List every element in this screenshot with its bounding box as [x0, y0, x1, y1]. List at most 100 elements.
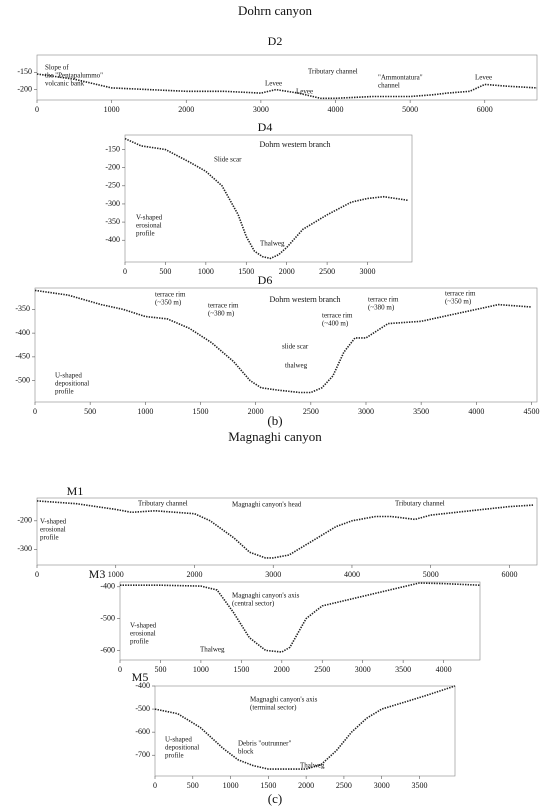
heading: Magnaghi canyon	[228, 429, 322, 444]
x-tick-label: 2500	[336, 781, 352, 790]
profile-line	[34, 289, 532, 394]
x-tick-label: 0	[35, 570, 39, 579]
annotation: Tributary channel	[395, 500, 445, 508]
annotation: erosional	[136, 222, 162, 230]
x-tick-label: 1500	[233, 665, 249, 674]
x-tick-label: 2500	[319, 267, 335, 276]
x-tick-label: 500	[187, 781, 199, 790]
y-tick-label: -200	[105, 162, 120, 171]
panel-subtitle: Dohrn western branch	[269, 295, 340, 304]
x-tick-label: 3500	[395, 665, 411, 674]
y-tick-label: -400	[100, 582, 115, 591]
annotation: (~380 m)	[368, 304, 395, 312]
y-tick-label: -250	[105, 181, 120, 190]
annotation: Levee	[296, 88, 313, 96]
x-tick-label: 2000	[186, 570, 202, 579]
x-tick-label: 4000	[436, 665, 452, 674]
x-tick-label: 1500	[192, 407, 208, 416]
annotation: volcanic bank	[45, 80, 85, 88]
profile-line	[36, 73, 538, 100]
x-tick-label: 2500	[314, 665, 330, 674]
x-tick-label: 0	[153, 781, 157, 790]
x-tick-label: 500	[154, 665, 166, 674]
panel-title: M1	[67, 484, 84, 498]
annotation: (~350 m)	[155, 299, 182, 307]
x-tick-label: 6000	[501, 570, 517, 579]
x-tick-label: 3000	[360, 267, 376, 276]
x-tick-label: 0	[35, 105, 39, 114]
x-tick-label: 6000	[477, 105, 493, 114]
y-tick-label: -600	[135, 727, 150, 736]
x-tick-label: 3000	[358, 407, 374, 416]
annotation: thalweg	[285, 362, 308, 370]
annotation: Tributary channel	[308, 68, 358, 76]
panel-title: D6	[258, 273, 273, 287]
annotation: erosional	[130, 630, 156, 638]
y-tick-label: -150	[17, 67, 32, 76]
annotation: (terminal sector)	[250, 704, 297, 712]
plot-frame	[36, 54, 538, 101]
y-tick-label: -350	[15, 304, 30, 313]
annotation: V-shaped	[136, 214, 163, 222]
annotation: U-shaped	[55, 372, 82, 380]
panel-label: (b)	[267, 413, 282, 428]
annotation: (central sector)	[232, 600, 275, 608]
annotation: terrace rim	[208, 302, 239, 310]
annotation: (~350 m)	[445, 298, 472, 306]
annotation: Magnaghi canyon's head	[232, 501, 302, 509]
annotation: terrace rim	[155, 291, 186, 299]
annotation: Thalweg	[260, 240, 285, 248]
annotation: "Ammontatura"	[378, 74, 423, 82]
x-tick-label: 1500	[260, 781, 276, 790]
annotation: Thalweg	[200, 646, 225, 654]
panel-label: (c)	[268, 791, 282, 806]
x-tick-label: 4500	[523, 407, 539, 416]
x-tick-label: 2500	[303, 407, 319, 416]
x-tick-label: 1000	[108, 570, 124, 579]
y-tick-label: -200	[17, 84, 32, 93]
plot-frame	[154, 685, 456, 777]
y-tick-label: -500	[135, 704, 150, 713]
x-tick-label: 4000	[344, 570, 360, 579]
x-tick-label: 0	[118, 665, 122, 674]
y-tick-label: -450	[15, 352, 30, 361]
annotation: Magnaghi canyon's axis	[232, 592, 300, 600]
x-tick-label: 4000	[328, 105, 344, 114]
annotation: V-shaped	[130, 622, 157, 630]
y-tick-label: -200	[17, 516, 32, 525]
y-tick-label: -400	[135, 681, 150, 690]
plot-frame	[36, 497, 538, 566]
profile-line	[120, 582, 481, 653]
x-tick-label: 5000	[423, 570, 439, 579]
annotation: terrace rim	[368, 296, 399, 304]
annotation: block	[238, 748, 254, 756]
x-tick-label: 1500	[238, 267, 254, 276]
y-tick-label: -400	[105, 235, 120, 244]
annotation: Levee	[475, 74, 492, 82]
y-tick-label: -300	[17, 544, 32, 553]
y-tick-label: -500	[15, 375, 30, 384]
annotation: Slope of	[45, 64, 69, 72]
x-tick-label: 2000	[274, 665, 290, 674]
annotation: depositional	[165, 744, 199, 752]
x-tick-label: 2000	[178, 105, 194, 114]
x-tick-label: 3000	[265, 570, 281, 579]
annotation: profile	[55, 388, 74, 396]
panel-title: M3	[89, 567, 106, 581]
x-tick-label: 5000	[402, 105, 418, 114]
annotation: Tributary channel	[138, 500, 188, 508]
panel-title: D4	[258, 120, 273, 134]
x-tick-label: 3000	[253, 105, 269, 114]
y-tick-label: -400	[15, 328, 30, 337]
annotation: Thalweg	[300, 762, 325, 770]
x-tick-label: 1000	[104, 105, 120, 114]
x-tick-label: 3500	[413, 407, 429, 416]
annotation: terrace rim	[322, 312, 353, 320]
annotation: profile	[40, 534, 59, 542]
x-tick-label: 3500	[411, 781, 427, 790]
x-tick-label: 2000	[298, 781, 314, 790]
x-tick-label: 2000	[279, 267, 295, 276]
annotation: Levee	[265, 80, 282, 88]
annotation: terrace rim	[445, 290, 476, 298]
